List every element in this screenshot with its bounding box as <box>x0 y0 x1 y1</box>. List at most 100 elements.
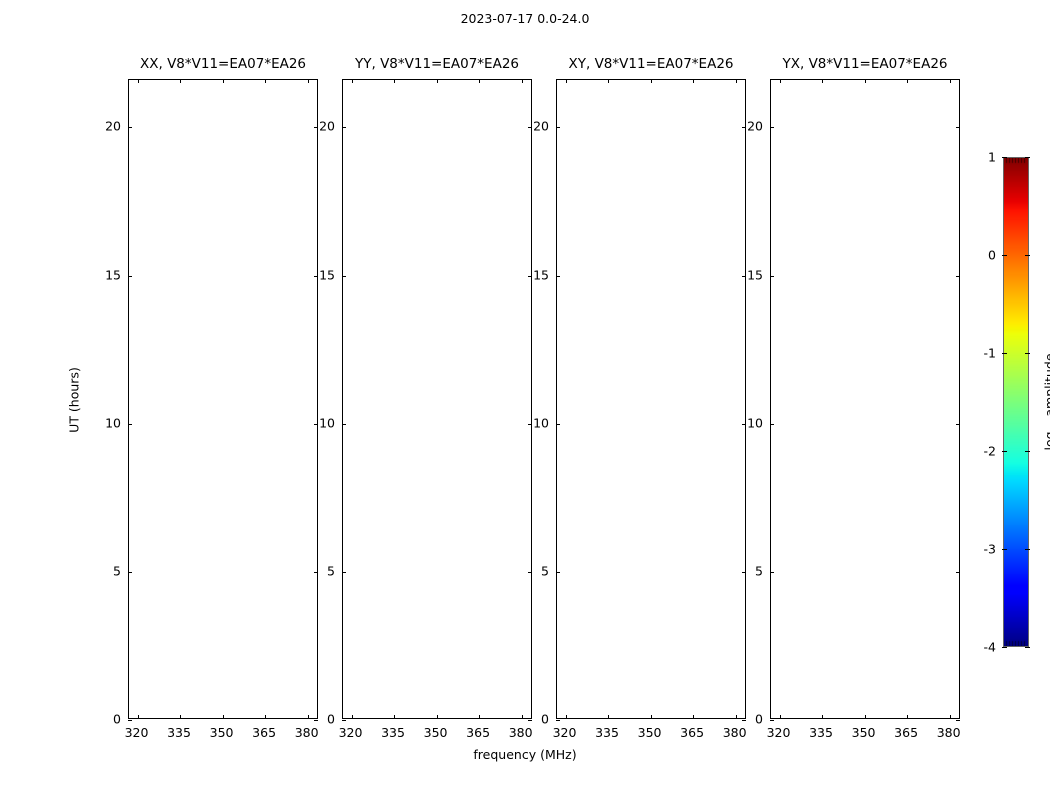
x-tick-mark <box>608 715 610 719</box>
axes-frame-yy <box>342 79 532 721</box>
x-tick-mark-top <box>265 79 267 83</box>
x-tick-mark-top <box>822 79 824 83</box>
panel-title-yy: YY, V8*V11=EA07*EA26 <box>354 56 520 72</box>
x-tick-label: 380 <box>294 725 319 740</box>
x-tick-label: 320 <box>338 725 363 740</box>
x-tick-mark-top <box>479 79 481 83</box>
x-tick-mark <box>222 715 224 719</box>
x-tick-mark <box>693 715 695 719</box>
x-tick-mark <box>351 715 353 719</box>
y-tick-mark <box>556 423 560 425</box>
y-tick-mark-right <box>528 127 532 129</box>
y-tick-label: 10 <box>319 415 335 431</box>
x-tick-mark-top <box>650 79 652 83</box>
colorbar-tick-mark-right <box>1025 353 1030 354</box>
x-tick-mark <box>436 715 438 719</box>
y-tick-mark-right <box>314 275 318 277</box>
colorbar-border <box>1003 157 1029 647</box>
x-tick-mark-top <box>137 79 139 83</box>
y-tick-mark <box>342 571 346 573</box>
y-tick-label: 20 <box>533 118 549 134</box>
colorbar-tick-label: 1 <box>988 149 996 165</box>
y-tick-mark <box>770 720 774 721</box>
x-tick-mark <box>949 715 951 719</box>
colorbar-label: log10 amplitude <box>1042 353 1050 450</box>
x-tick-label: 335 <box>167 725 191 740</box>
panel-title-xy: XY, V8*V11=EA07*EA26 <box>568 56 734 72</box>
y-tick-mark <box>556 127 560 129</box>
y-tick-mark-right <box>314 571 318 573</box>
x-tick-label: 365 <box>252 725 277 740</box>
x-tick-mark-top <box>907 79 909 83</box>
y-tick-mark <box>128 423 132 425</box>
x-tick-mark <box>565 715 567 719</box>
y-tick-label: 5 <box>327 563 335 579</box>
x-tick-mark-top <box>351 79 353 83</box>
x-tick-label: 365 <box>466 725 491 740</box>
y-tick-mark-right <box>528 720 532 721</box>
x-tick-label: 350 <box>423 725 448 740</box>
y-tick-mark-right <box>314 720 318 721</box>
x-tick-mark-top <box>608 79 610 83</box>
y-tick-label: 15 <box>747 267 763 283</box>
colorbar-tick-mark-right <box>1025 255 1030 256</box>
x-tick-mark-top <box>735 79 737 83</box>
colorbar-tick-mark <box>1002 255 1007 256</box>
y-tick-mark <box>342 275 346 277</box>
x-tick-mark <box>479 715 481 719</box>
y-tick-label: 0 <box>113 711 121 727</box>
colorbar-tick-mark-right <box>1025 157 1030 158</box>
x-tick-mark <box>265 715 267 719</box>
y-tick-mark <box>342 127 346 129</box>
y-tick-mark-right <box>956 720 960 721</box>
y-tick-label: 10 <box>105 415 121 431</box>
y-tick-label: 5 <box>755 563 763 579</box>
y-tick-mark-right <box>742 720 746 721</box>
y-tick-mark-right <box>314 423 318 425</box>
y-tick-mark-right <box>956 423 960 425</box>
spectrogram-panel-yy: YY, V8*V11=EA07*EA26 320 335 350 365 380 0 5 10 1… <box>319 56 532 740</box>
colorbar-tick-mark-right <box>1025 647 1030 648</box>
x-tick-label: 335 <box>595 725 619 740</box>
y-tick-mark-right <box>956 275 960 277</box>
y-tick-mark-right <box>742 571 746 573</box>
y-tick-mark-right <box>314 127 318 129</box>
x-tick-mark <box>137 715 139 719</box>
x-tick-label: 335 <box>809 725 833 740</box>
x-tick-label: 350 <box>851 725 876 740</box>
x-tick-label: 380 <box>508 725 533 740</box>
y-tick-mark <box>342 423 346 425</box>
y-tick-mark-right <box>956 571 960 573</box>
x-tick-label: 365 <box>894 725 919 740</box>
colorbar-tick-mark <box>1002 451 1007 452</box>
y-tick-mark <box>556 571 560 573</box>
x-tick-mark <box>735 715 737 719</box>
x-tick-label: 335 <box>381 725 405 740</box>
x-tick-mark-top <box>864 79 866 83</box>
x-tick-mark-top <box>693 79 695 83</box>
y-tick-mark <box>770 127 774 129</box>
x-axis-label: frequency (MHz) <box>473 747 577 762</box>
y-tick-mark <box>770 571 774 573</box>
y-tick-label: 0 <box>755 711 763 727</box>
y-tick-label: 20 <box>747 118 763 134</box>
x-tick-label: 320 <box>766 725 791 740</box>
spectrogram-panel-xx: XX, V8*V11=EA07*EA26 320 335 350 365 380 0 5 10 1… <box>105 56 318 740</box>
y-tick-mark <box>770 275 774 277</box>
figure-suptitle: 2023-07-17 0.0-24.0 <box>460 11 590 26</box>
y-tick-label: 10 <box>533 415 549 431</box>
x-tick-mark-top <box>949 79 951 83</box>
x-tick-mark <box>907 715 909 719</box>
x-tick-mark <box>864 715 866 719</box>
colorbar-tick-mark <box>1002 549 1007 550</box>
y-tick-mark-right <box>528 275 532 277</box>
y-tick-mark <box>556 275 560 277</box>
x-tick-label: 350 <box>637 725 662 740</box>
y-tick-label: 15 <box>533 267 549 283</box>
x-tick-mark-top <box>521 79 523 83</box>
colorbar-label-main: amplitude <box>1041 353 1050 417</box>
spectrogram-panel-xy: XY, V8*V11=EA07*EA26 320 335 350 365 380 0 5 10 1… <box>533 56 746 740</box>
y-tick-mark-right <box>528 423 532 425</box>
colorbar-tick-label: -1 <box>983 345 996 361</box>
x-tick-mark <box>650 715 652 719</box>
